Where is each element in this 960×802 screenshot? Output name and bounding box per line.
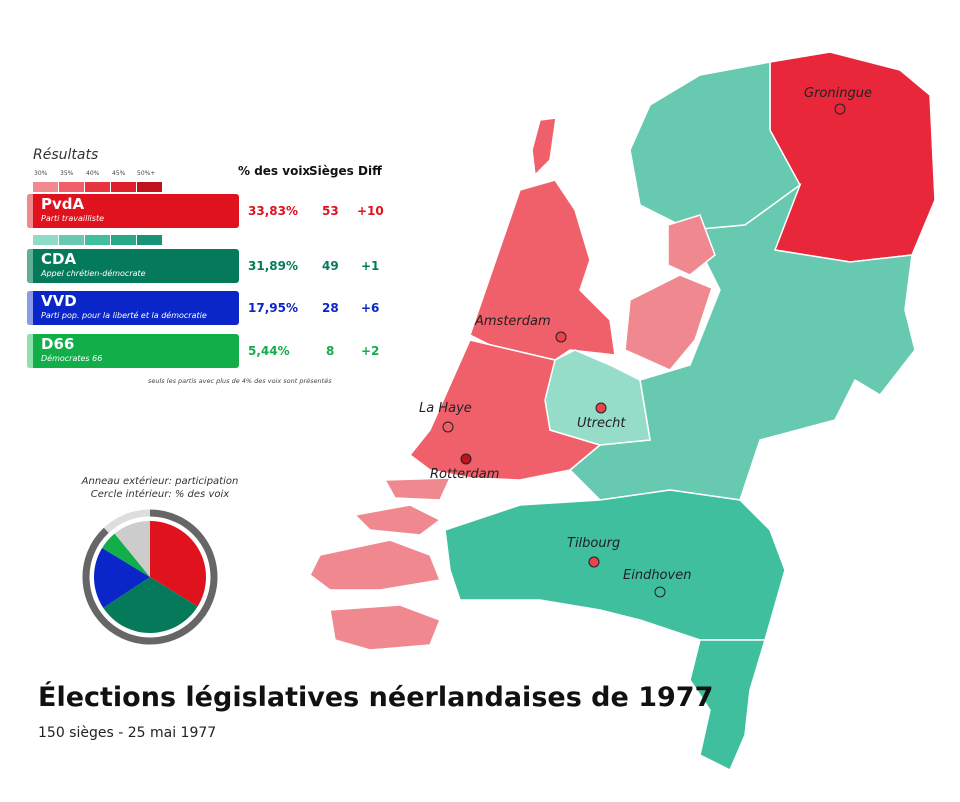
party-stripe — [27, 291, 33, 325]
party-full-name: Parti pop. pour la liberté et la démocra… — [41, 311, 207, 320]
province-zeeland — [309, 477, 452, 651]
results-title: Résultats — [33, 147, 99, 163]
province-north-holland — [469, 179, 616, 361]
party-diff: +10 — [357, 204, 384, 218]
province-utrecht — [544, 349, 651, 446]
city-label-rotterdam: Rotterdam — [430, 467, 500, 482]
scale-swatch — [85, 235, 110, 245]
city-marker-utrecht — [595, 402, 607, 414]
city-marker-la-haye — [442, 421, 454, 433]
city-label-utrecht: Utrecht — [577, 416, 626, 431]
province-limburg — [689, 639, 767, 772]
party-stripe — [27, 334, 33, 368]
party-name: D66 — [41, 335, 75, 353]
city-label-amsterdam: Amsterdam — [475, 314, 551, 329]
party-diff: +2 — [361, 344, 380, 358]
party-votes: 31,89% — [248, 259, 298, 273]
scale-label: 50%+ — [137, 170, 156, 177]
city-marker-eindhoven — [654, 586, 666, 598]
party-seats: 28 — [322, 301, 339, 315]
pie-caption-inner: Cercle intérieur: % des voix — [90, 489, 230, 500]
scale-label: 40% — [86, 170, 100, 177]
province-north-brabant — [444, 489, 786, 641]
city-marker-rotterdam — [460, 453, 472, 465]
party-bar-vvd: VVD Parti pop. pour la liberté et la dém… — [27, 291, 239, 325]
pie-caption-outer: Anneau extérieur: participation — [81, 476, 239, 487]
city-label-eindhoven: Eindhoven — [623, 568, 692, 583]
city-label-la-haye: La Haye — [419, 401, 472, 416]
party-votes: 5,44% — [248, 344, 290, 358]
province-groningen — [769, 51, 936, 263]
scale-swatch — [137, 182, 162, 192]
scale-label: 45% — [112, 170, 126, 177]
party-seats: 49 — [322, 259, 339, 273]
party-diff: +6 — [361, 301, 380, 315]
red-color-scale — [33, 182, 162, 192]
party-full-name: Parti travailliste — [41, 214, 104, 223]
city-marker-tilbourg — [588, 556, 600, 568]
island-texel — [531, 117, 557, 177]
vote-pie-chart — [82, 509, 218, 645]
pie-slice-vvd — [94, 547, 150, 608]
pie-slice-autres — [114, 521, 150, 577]
party-votes: 17,95% — [248, 301, 298, 315]
city-label-tilbourg: Tilbourg — [567, 536, 621, 551]
province-noordoostpolder — [667, 214, 716, 276]
scale-swatch — [111, 182, 136, 192]
scale-swatch — [85, 182, 110, 192]
header-votes: % des voix — [238, 164, 311, 178]
party-full-name: Démocrates 66 — [41, 354, 103, 363]
party-name: PvdA — [41, 195, 85, 213]
party-seats: 8 — [326, 344, 335, 358]
header-seats: Sièges — [309, 164, 354, 178]
scale-swatch — [137, 235, 162, 245]
page-subtitle: 150 sièges - 25 mai 1977 — [38, 725, 217, 741]
results-note: seuls les partis avec plus de 4% des voi… — [148, 377, 332, 385]
scale-swatch — [111, 235, 136, 245]
participation-ring — [82, 509, 218, 645]
page-title: Élections législatives néerlandaises de … — [38, 682, 714, 713]
scale-swatch — [33, 182, 58, 192]
scale-label: 30% — [34, 170, 48, 177]
party-name: VVD — [41, 292, 77, 310]
pie-slice-cda — [103, 577, 198, 633]
pie-slice-d66 — [102, 533, 150, 577]
city-marker-groningue — [834, 103, 846, 115]
party-bar-pvda: PvdA Parti travailliste — [27, 194, 239, 228]
scale-swatch — [59, 182, 84, 192]
teal-color-scale — [33, 235, 162, 245]
city-marker-amsterdam — [555, 331, 567, 343]
scale-label: 35% — [60, 170, 74, 177]
party-stripe — [27, 194, 33, 228]
party-diff: +1 — [361, 259, 380, 273]
scale-swatch — [59, 235, 84, 245]
header-diff: Diff — [358, 164, 382, 178]
province-flevoland — [624, 274, 713, 371]
party-votes: 33,83% — [248, 204, 298, 218]
party-name: CDA — [41, 250, 77, 268]
party-stripe — [27, 249, 33, 283]
pie-slice-pvda — [150, 521, 206, 607]
city-label-groningue: Groningue — [804, 86, 872, 101]
party-bar-d66: D66 Démocrates 66 — [27, 334, 239, 368]
party-full-name: Appel chrétien-démocrate — [41, 269, 146, 278]
party-bar-cda: CDA Appel chrétien-démocrate — [27, 249, 239, 283]
scale-swatch — [33, 235, 58, 245]
party-seats: 53 — [322, 204, 339, 218]
